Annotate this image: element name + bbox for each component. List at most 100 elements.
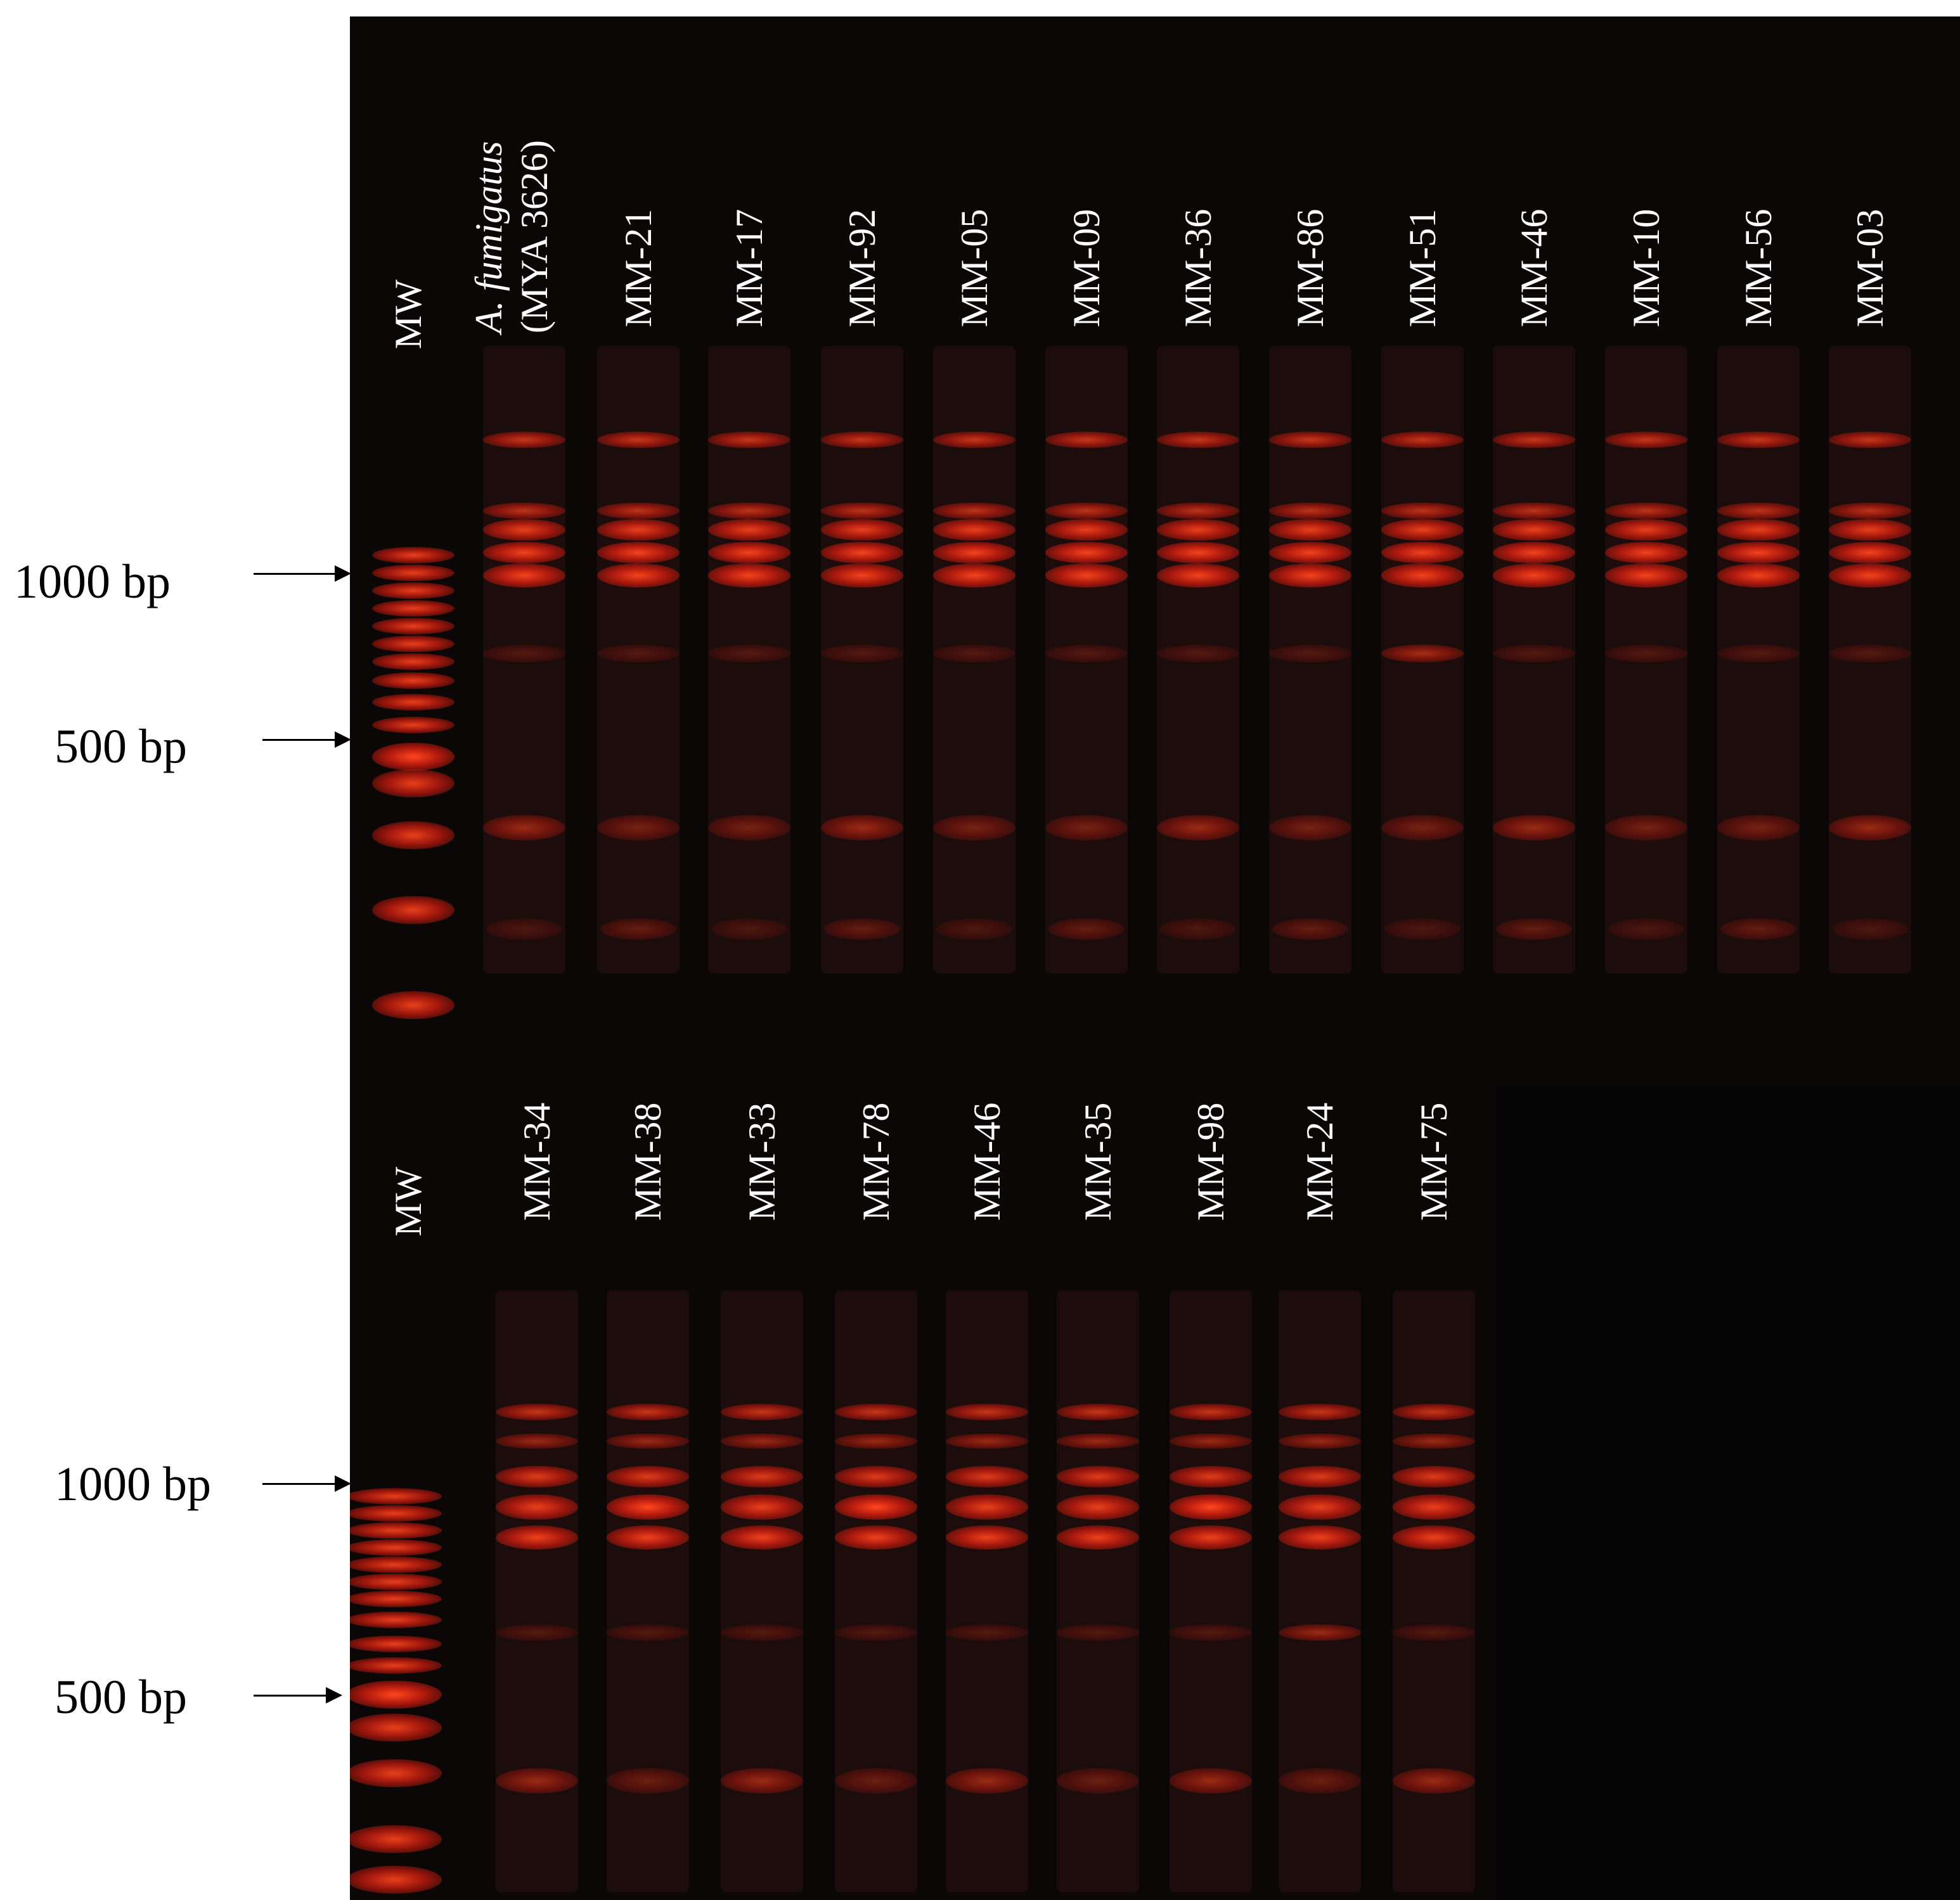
gel-band — [1381, 563, 1464, 587]
gel-band — [1717, 503, 1800, 519]
lane-label-text: MM-56 — [1738, 209, 1779, 327]
ladder-band — [372, 653, 455, 670]
gel-band — [483, 519, 565, 541]
gel-band — [597, 645, 680, 662]
gel-band — [1493, 563, 1575, 587]
ladder-band — [372, 600, 455, 617]
lane-label-text: MM-75 — [1413, 1102, 1455, 1221]
gel-lane — [821, 346, 903, 973]
gel-band — [1605, 645, 1687, 662]
gel-band — [1279, 1494, 1361, 1520]
ladder-band — [372, 618, 455, 634]
gel-band — [1057, 1404, 1139, 1420]
gel-band — [936, 918, 1012, 940]
gel-band — [1045, 815, 1128, 840]
ladder-band — [372, 821, 455, 849]
ladder-band — [372, 991, 455, 1019]
gel-band — [1829, 519, 1911, 541]
gel-band — [708, 815, 790, 840]
gel-band — [1381, 503, 1464, 519]
gel-band — [483, 542, 565, 563]
gel-band — [496, 1434, 578, 1449]
lane-label: MM-75 — [1413, 1102, 1455, 1221]
gel-band — [607, 1525, 689, 1550]
lane-label-text: MM-24 — [1299, 1102, 1341, 1221]
gel-lane — [835, 1290, 917, 1892]
marker-label-500-top: 500 bp — [55, 720, 187, 773]
marker-label-1000-top: 1000 bp — [14, 555, 171, 608]
ladder-band — [350, 1681, 442, 1709]
gel-image-top: MW A. fumigatus (MYA 3626) MM-21 MM-17 MM-92… — [350, 16, 1960, 1088]
gel-band — [835, 1624, 917, 1641]
gel-band — [597, 503, 680, 519]
lane-label-text: MM-17 — [728, 209, 770, 327]
gel-band — [933, 432, 1015, 448]
gel-band — [821, 645, 903, 662]
gel-band — [1045, 563, 1128, 587]
marker-arrow-1000-bottom — [262, 1475, 351, 1492]
gel-band — [1493, 542, 1575, 563]
gel-band — [1269, 542, 1351, 563]
gel-band — [933, 563, 1015, 587]
gel-band — [1381, 542, 1464, 563]
ladder-band — [350, 1591, 442, 1607]
gel-band — [1393, 1624, 1475, 1641]
gel-band — [483, 503, 565, 519]
lane-label: MM-56 — [1738, 209, 1779, 327]
marker-label-500-bottom: 500 bp — [55, 1671, 187, 1724]
ladder-band — [372, 769, 455, 797]
gel-band — [1717, 519, 1800, 541]
lane-label: MM-38 — [627, 1102, 669, 1221]
gel-band — [1057, 1434, 1139, 1449]
gel-band — [1829, 432, 1911, 448]
ladder-band — [372, 694, 455, 710]
lane-label: MM-05 — [953, 209, 995, 327]
gel-band — [708, 432, 790, 448]
gel-lane — [946, 1290, 1028, 1892]
lane-label-text: MM-34 — [516, 1102, 558, 1221]
gel-band — [1605, 542, 1687, 563]
lane-label: MM-17 — [728, 209, 770, 327]
lane-label: MM-46 — [966, 1102, 1008, 1221]
lane-label-text: MM-38 — [627, 1102, 669, 1221]
gel-band — [1393, 1768, 1475, 1794]
lane-label: MM-03 — [1849, 209, 1891, 327]
gel-band — [1269, 519, 1351, 541]
gel-band — [600, 918, 676, 940]
gel-band — [1279, 1768, 1361, 1794]
gel-band — [1381, 815, 1464, 840]
gel-band — [1157, 519, 1239, 541]
ladder-band — [350, 1488, 442, 1505]
gel-band — [835, 1768, 917, 1794]
lane-label: MM-34 — [516, 1102, 558, 1221]
gel-band — [1170, 1434, 1252, 1449]
lane-label-text: MM-46 — [1513, 209, 1555, 327]
lane-label: MM-86 — [1289, 209, 1331, 327]
gel-band — [1279, 1404, 1361, 1420]
lane-label-text: MM-33 — [741, 1102, 783, 1221]
gel-band — [1717, 542, 1800, 563]
gel-band — [933, 815, 1015, 840]
gel-band — [1493, 519, 1575, 541]
gel-band — [821, 432, 903, 448]
gel-band — [835, 1466, 917, 1487]
gel-band — [721, 1404, 803, 1420]
gel-band — [1829, 503, 1911, 519]
gel-band — [1269, 563, 1351, 587]
gel-band — [1160, 918, 1236, 940]
ladder-band — [372, 717, 455, 733]
gel-band — [1829, 645, 1911, 662]
ladder-band — [372, 743, 455, 771]
gel-band — [607, 1404, 689, 1420]
gel-band — [486, 918, 562, 940]
gel-band — [821, 542, 903, 563]
gel-band — [1393, 1466, 1475, 1487]
gel-band — [1157, 542, 1239, 563]
gel-band — [1057, 1494, 1139, 1520]
lane-label-text: MM-36 — [1177, 209, 1219, 327]
gel-band — [496, 1624, 578, 1641]
gel-band — [1384, 918, 1460, 940]
gel-band — [597, 542, 680, 563]
gel-band — [1493, 432, 1575, 448]
gel-band — [1057, 1624, 1139, 1641]
